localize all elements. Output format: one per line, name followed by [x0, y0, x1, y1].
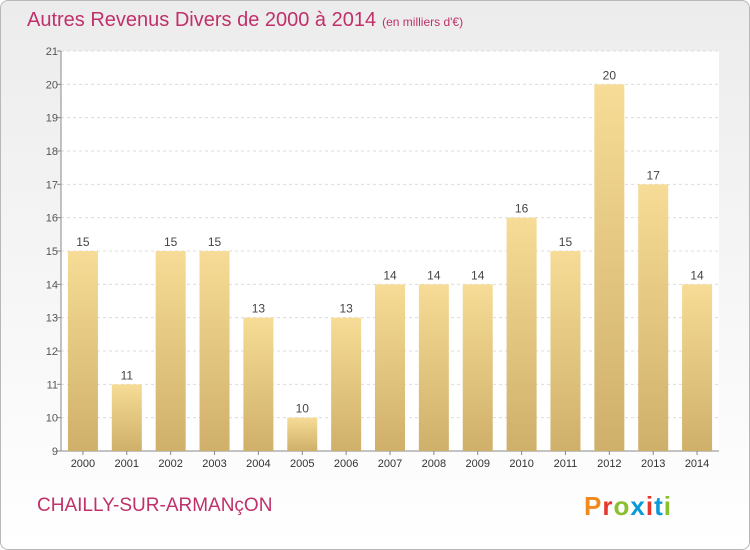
bar-value-label: 15	[208, 235, 222, 249]
place-name: CHAILLY-SUR-ARMANçON	[37, 495, 273, 516]
y-tick-label: 18	[46, 146, 58, 158]
logo-letter: o	[613, 491, 631, 521]
bar	[506, 217, 537, 451]
bar-value-label: 16	[515, 202, 529, 216]
bar	[682, 284, 713, 451]
proxiti-logo: Proxiti	[584, 491, 672, 522]
chart-title: Autres Revenus Divers de 2000 à 2014 (en …	[27, 9, 463, 32]
bar-value-label: 13	[252, 302, 266, 316]
y-tick-label: 10	[46, 413, 58, 425]
y-tick-label: 16	[46, 213, 58, 225]
y-tick-label: 11	[47, 379, 58, 391]
y-tick-label: 15	[46, 246, 58, 258]
bar	[550, 251, 581, 451]
y-tick-label: 9	[52, 446, 58, 458]
bar	[155, 251, 186, 451]
y-tick-label: 14	[46, 279, 58, 291]
x-tick-label: 2014	[685, 458, 709, 470]
y-tick-label: 12	[46, 346, 58, 358]
logo-letter: r	[602, 491, 614, 521]
x-tick-label: 2000	[71, 458, 95, 470]
y-tick-label: 21	[46, 46, 58, 58]
logo-letter: i	[645, 491, 655, 521]
bar-value-label: 20	[603, 68, 617, 82]
x-tick-label: 2004	[246, 458, 270, 470]
bar	[331, 317, 362, 451]
bar-value-label: 10	[296, 402, 310, 416]
bar-value-label: 15	[559, 235, 573, 249]
bar	[111, 384, 142, 451]
x-tick-label: 2010	[509, 458, 533, 470]
bar-value-label: 13	[339, 302, 353, 316]
bar	[638, 184, 669, 452]
x-tick-label: 2008	[422, 458, 446, 470]
y-tick-label: 20	[46, 79, 58, 91]
bar-value-label: 14	[690, 268, 704, 282]
bar-value-label: 14	[383, 268, 397, 282]
logo-letter: P	[584, 491, 603, 521]
x-tick-label: 2011	[554, 458, 578, 470]
bar-value-label: 15	[164, 235, 178, 249]
chart-unit: (en milliers d'€)	[382, 15, 464, 29]
x-tick-label: 2001	[115, 458, 139, 470]
bar	[418, 284, 449, 451]
x-tick-label: 2003	[202, 458, 226, 470]
bar	[199, 251, 230, 451]
bar	[243, 317, 274, 451]
y-tick-label: 13	[46, 313, 58, 325]
y-tick-label: 17	[46, 179, 58, 191]
logo-letter: i	[663, 491, 672, 521]
bar-value-label: 14	[471, 268, 485, 282]
logo-letter: t	[654, 491, 664, 521]
bar	[67, 251, 98, 451]
bar	[462, 284, 493, 451]
y-tick-label: 19	[46, 113, 58, 125]
x-tick-label: 2007	[378, 458, 402, 470]
bar-value-label: 11	[121, 368, 134, 382]
chart-title-text: Autres Revenus Divers de 2000 à 2014	[27, 9, 377, 31]
bar-value-label: 15	[76, 235, 90, 249]
bar	[287, 417, 318, 451]
x-tick-label: 2009	[465, 458, 489, 470]
x-tick-label: 2013	[641, 458, 665, 470]
logo-letter: x	[630, 491, 646, 521]
x-tick-label: 2005	[290, 458, 314, 470]
x-tick-label: 2012	[597, 458, 621, 470]
bar	[375, 284, 405, 451]
bar-value-label: 17	[647, 168, 661, 182]
x-tick-label: 2002	[158, 458, 182, 470]
x-tick-label: 2006	[334, 458, 358, 470]
bar	[594, 84, 625, 451]
bar-value-label: 14	[427, 268, 441, 282]
